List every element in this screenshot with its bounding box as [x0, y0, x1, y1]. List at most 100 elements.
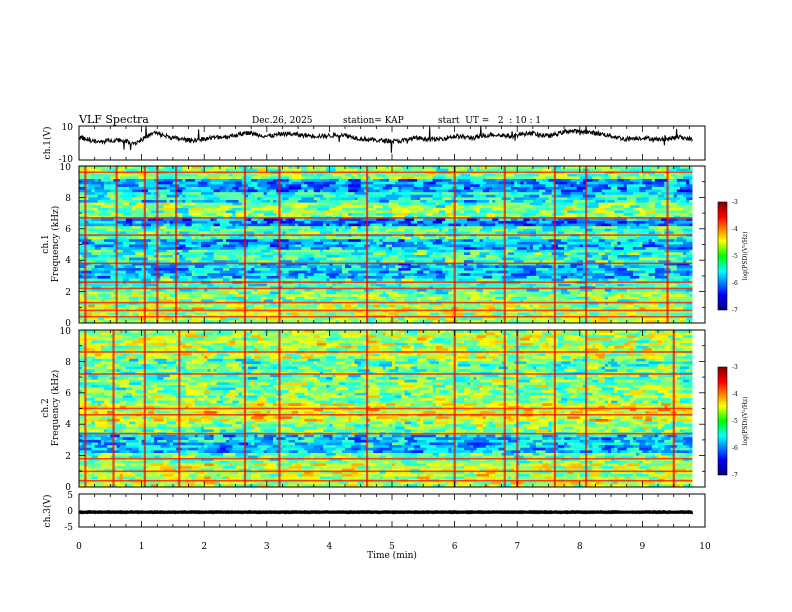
- spectrogram-cell: [673, 176, 684, 180]
- spectrogram-cell: [132, 312, 139, 316]
- spectrogram-cell: [107, 307, 117, 311]
- spectrogram-cell: [219, 312, 227, 316]
- spectrogram-cell: [188, 197, 199, 201]
- spectrogram-cell: [648, 205, 656, 209]
- spectrogram-cell: [570, 179, 584, 183]
- spectrogram-cell: [341, 197, 355, 201]
- spectrogram-cell: [557, 226, 571, 230]
- spectrogram-cell: [423, 320, 434, 324]
- spectrogram-cell: [370, 189, 377, 193]
- spectrogram-cell: [520, 252, 524, 256]
- spectrogram-cell: [273, 197, 283, 201]
- ch2-spectrogram-image: [79, 330, 705, 488]
- spectrogram-cell: [392, 309, 396, 313]
- spectrogram-cell: [288, 210, 299, 214]
- spectrogram-cell: [473, 186, 487, 190]
- spectrogram-cell: [442, 186, 449, 190]
- spectrogram-cell: [495, 291, 506, 295]
- spectrogram-cell: [629, 210, 640, 214]
- spectrogram-cell: [476, 236, 487, 240]
- spectrogram-cell: [370, 268, 384, 272]
- spectrogram-cell: [141, 166, 155, 170]
- spectrogram-cell: [564, 186, 578, 190]
- spectrogram-cell: [629, 299, 637, 303]
- spectrogram-cell: [392, 213, 396, 217]
- spectrogram-cell: [188, 194, 199, 198]
- spectrogram-cell: [107, 228, 117, 232]
- spectrogram-cell: [326, 273, 340, 277]
- spectrogram-cell: [623, 213, 634, 217]
- spectrogram-cell: [176, 192, 183, 196]
- spectrogram-cell: [88, 228, 99, 232]
- spectrogram-cell: [163, 291, 177, 295]
- spectrogram-cell: [116, 186, 130, 190]
- spectrogram-cell: [532, 184, 546, 188]
- spectrogram-cell: [614, 273, 618, 277]
- spectrogram-cell: [163, 307, 174, 311]
- spectrogram-cell: [341, 179, 349, 183]
- spectrogram-cell: [507, 213, 521, 217]
- spectrogram-cell: [273, 257, 280, 261]
- spectrogram-cell: [485, 176, 496, 180]
- spectrogram-cell: [420, 299, 434, 303]
- spectrogram-cell: [116, 197, 124, 201]
- spectrogram-cell: [269, 291, 280, 295]
- spectrogram-cell: [545, 257, 556, 261]
- spectrogram-cell: [244, 168, 258, 172]
- spectrogram-cell: [226, 299, 240, 303]
- spectrogram-cell: [310, 268, 318, 272]
- spectrogram-cell: [166, 309, 174, 313]
- spectrogram-cell: [104, 200, 108, 204]
- spectrogram-cell: [651, 262, 665, 266]
- spectrogram-cell: [526, 213, 537, 217]
- spectrogram-cell: [410, 236, 421, 240]
- spectrogram-cell: [388, 296, 396, 300]
- spectrogram-cell: [460, 239, 465, 243]
- spectrogram-cell: [442, 270, 446, 274]
- spectrogram-cell: [442, 179, 449, 183]
- spectrogram-cell: [388, 249, 393, 253]
- spectrogram-cell: [304, 207, 315, 211]
- spectrogram-cell: [620, 294, 625, 298]
- spectrogram-cell: [676, 228, 684, 232]
- spectrogram-cell: [376, 223, 384, 227]
- spectrogram-cell: [257, 197, 261, 201]
- spectrogram-cell: [586, 257, 599, 261]
- spectrogram-cell: [257, 239, 265, 243]
- spectrogram-cell: [150, 275, 158, 279]
- spectrogram-cell: [482, 231, 487, 235]
- spectrogram-cell: [476, 278, 487, 282]
- spectrogram-cell: [94, 223, 105, 227]
- spectrogram-cell: [539, 173, 549, 177]
- spectrogram-cell: [564, 218, 578, 222]
- spectrogram-cell: [570, 262, 584, 266]
- spectrogram-cell: [379, 239, 384, 243]
- spectrogram-cell: [620, 181, 625, 185]
- spectrogram-cell: [104, 320, 111, 324]
- spectrogram-cell: [285, 257, 299, 261]
- spectrogram-cell: [197, 288, 205, 292]
- spectrogram-cell: [388, 268, 399, 272]
- ch1-spec-ytick-6: 6: [65, 225, 71, 235]
- spectrogram-cell: [373, 205, 384, 209]
- spectrogram-cell: [683, 307, 693, 311]
- spectrogram-cell: [417, 294, 424, 298]
- spectrogram-cell: [360, 176, 365, 180]
- spectrogram-cell: [82, 294, 96, 298]
- spectrogram-cell: [573, 283, 584, 287]
- spectrogram-cell: [213, 320, 218, 324]
- spectrogram-cell: [219, 317, 227, 321]
- spectrogram-cell: [207, 302, 211, 306]
- spectrogram-cell: [598, 309, 609, 313]
- spectrogram-cell: [489, 262, 493, 266]
- spectrogram-cell: [620, 249, 634, 253]
- spectrogram-cell: [648, 268, 656, 272]
- spectrogram-cell: [539, 294, 549, 298]
- spectrogram-cell: [116, 252, 130, 256]
- spectrogram-cell: [201, 241, 211, 245]
- spectrogram-cell: [160, 207, 164, 211]
- spectrogram-cell: [310, 309, 315, 313]
- spectrogram-cell: [460, 302, 465, 306]
- spectrogram-cell: [357, 189, 365, 193]
- spectrogram-cell: [607, 278, 612, 282]
